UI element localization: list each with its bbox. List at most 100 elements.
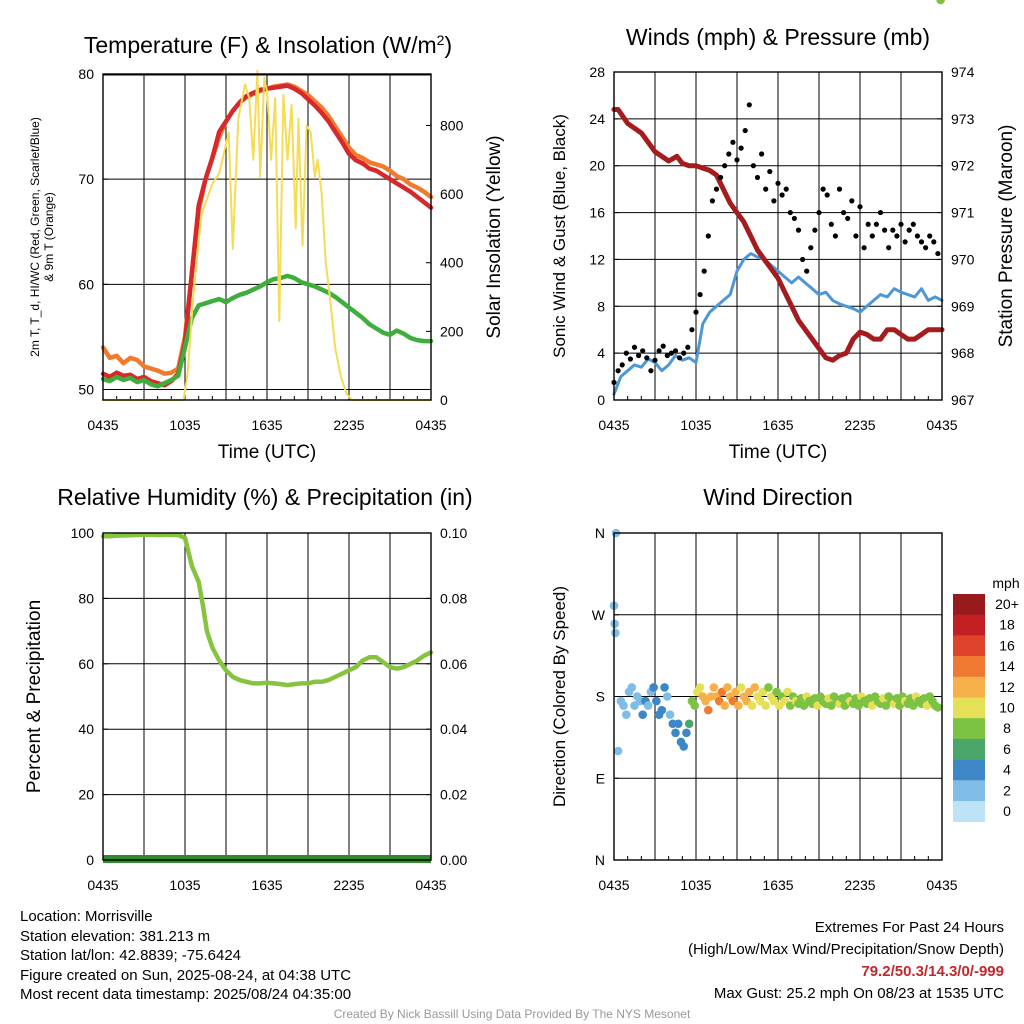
x-tick-label: 1035 xyxy=(680,417,711,433)
y-right-tick-label: 0 xyxy=(440,392,448,408)
y-tick-label: 28 xyxy=(589,64,605,80)
gust-point xyxy=(640,348,646,354)
direction-point xyxy=(671,728,680,738)
legend-label: 20+ xyxy=(995,596,1019,612)
gust-point xyxy=(660,343,666,349)
gust-point xyxy=(730,139,736,145)
direction-point xyxy=(764,683,773,692)
x-tick-label: 0435 xyxy=(598,877,629,893)
direction-point xyxy=(734,701,743,710)
gust-point xyxy=(787,209,793,216)
gust-point xyxy=(894,233,900,239)
y-right-tick-label: 0.06 xyxy=(440,656,467,672)
y-right-tick-label: 200 xyxy=(440,323,464,339)
y-axis-label-line: 2m T, T_d, HI/WC (Red, Green, Scarlet/Bl… xyxy=(28,117,42,357)
gust-point xyxy=(898,221,904,227)
gust-point xyxy=(804,268,810,274)
gust-point xyxy=(886,245,892,251)
x-tick-label: 1635 xyxy=(251,877,282,893)
gust-point xyxy=(619,362,625,368)
y-right-axis-text: Solar Insolation (Yellow) xyxy=(484,135,505,338)
direction-point xyxy=(761,701,770,710)
y-right-tick-label: 971 xyxy=(951,205,975,221)
series-line xyxy=(611,107,945,363)
location-line: Location: Morrisville xyxy=(20,908,153,925)
series-line xyxy=(100,273,434,389)
y-tick-label: 80 xyxy=(78,590,94,606)
y-tick-label: 70 xyxy=(78,171,94,187)
direction-point xyxy=(611,628,620,638)
direction-point xyxy=(627,683,637,692)
x-tick-label: 1035 xyxy=(169,877,200,893)
direction-point xyxy=(622,710,631,719)
y-tick-label: 100 xyxy=(71,525,95,541)
speed-legend: mph 20+ 18 16 14 12 10 8 6 4 2 0 xyxy=(953,575,1020,822)
y-tick-label: 80 xyxy=(78,66,94,82)
legend-swatch xyxy=(953,635,985,657)
direction-point xyxy=(747,701,757,710)
gust-point xyxy=(910,221,916,227)
gust-point xyxy=(775,180,781,186)
gust-point xyxy=(734,157,740,163)
gust-point xyxy=(681,350,687,356)
direction-point xyxy=(933,703,943,712)
y-tick-label: 4 xyxy=(597,345,605,361)
direction-point xyxy=(720,701,729,710)
legend-label: 14 xyxy=(999,658,1015,674)
x-tick-label: 2235 xyxy=(844,417,875,433)
station-info: Location: Morrisville Station elevation:… xyxy=(20,907,351,1005)
y-right-tick-label: 969 xyxy=(951,298,975,314)
gust-point xyxy=(923,245,929,251)
x-tick-label: 0435 xyxy=(598,417,629,433)
legend-swatch xyxy=(953,738,985,760)
y-axis-text: Sonic Wind & Gust (Blue, Black) xyxy=(550,114,569,358)
gust-point xyxy=(664,352,670,359)
data-timestamp-line: Most recent data timestamp: 2025/08/24 0… xyxy=(20,986,352,1003)
y-tick-label: E xyxy=(596,770,605,786)
credit-line: Created By Nick Bassill Using Data Provi… xyxy=(333,1007,691,1021)
gust-point xyxy=(767,168,773,175)
gust-point xyxy=(849,198,855,204)
direction-point xyxy=(665,710,675,719)
gust-point xyxy=(865,221,871,227)
y-right-tick-label: 973 xyxy=(951,111,975,127)
gust-point xyxy=(914,233,921,239)
max-gust: Max Gust: 25.2 mph On 08/23 at 1535 UTC xyxy=(713,985,1004,1002)
gust-point xyxy=(709,198,716,204)
y-right-tick-label: 400 xyxy=(440,255,464,271)
y-tick-label: 60 xyxy=(78,656,94,672)
direction-point xyxy=(643,701,653,710)
y-tick-label: N xyxy=(595,525,605,541)
legend-title: mph xyxy=(992,575,1019,591)
elevation-line: Station elevation: 381.213 m xyxy=(20,927,211,945)
y-right-axis-label: Solar Insolation (Yellow) xyxy=(484,135,505,338)
chart-title: Relative Humidity (%) & Precipitation (i… xyxy=(57,484,472,510)
y-tick-label: N xyxy=(595,852,605,868)
y-axis-label: Direction (Colored By Speed) xyxy=(550,586,569,807)
y-tick-label: 16 xyxy=(589,205,605,221)
gust-point xyxy=(800,256,806,263)
gust-point xyxy=(927,233,933,239)
gust-point xyxy=(824,192,830,198)
direction-point xyxy=(936,0,945,5)
gust-point xyxy=(763,186,769,192)
direction-point xyxy=(673,719,683,729)
gust-point xyxy=(845,215,851,222)
gust-point xyxy=(877,209,884,216)
gust-point xyxy=(861,245,867,251)
gust-point xyxy=(820,186,826,192)
direction-point xyxy=(613,746,623,756)
gust-point xyxy=(795,227,802,233)
plot-border xyxy=(102,532,432,861)
x-tick-label: 2235 xyxy=(844,877,875,893)
panel-dir: N E S W N 0435 1035 1635 2235 0435 Wind Direction D… xyxy=(550,0,1020,893)
direction-point xyxy=(657,705,667,715)
gust-point xyxy=(828,221,834,227)
extremes-values: 79.2/50.3/14.3/0/-999 xyxy=(861,963,1004,980)
gust-point xyxy=(935,250,941,257)
gust-point xyxy=(836,186,843,192)
gust-point xyxy=(791,215,798,222)
gust-point xyxy=(685,344,691,350)
y-axis-label-line: & 9m T (Orange) xyxy=(42,192,56,282)
